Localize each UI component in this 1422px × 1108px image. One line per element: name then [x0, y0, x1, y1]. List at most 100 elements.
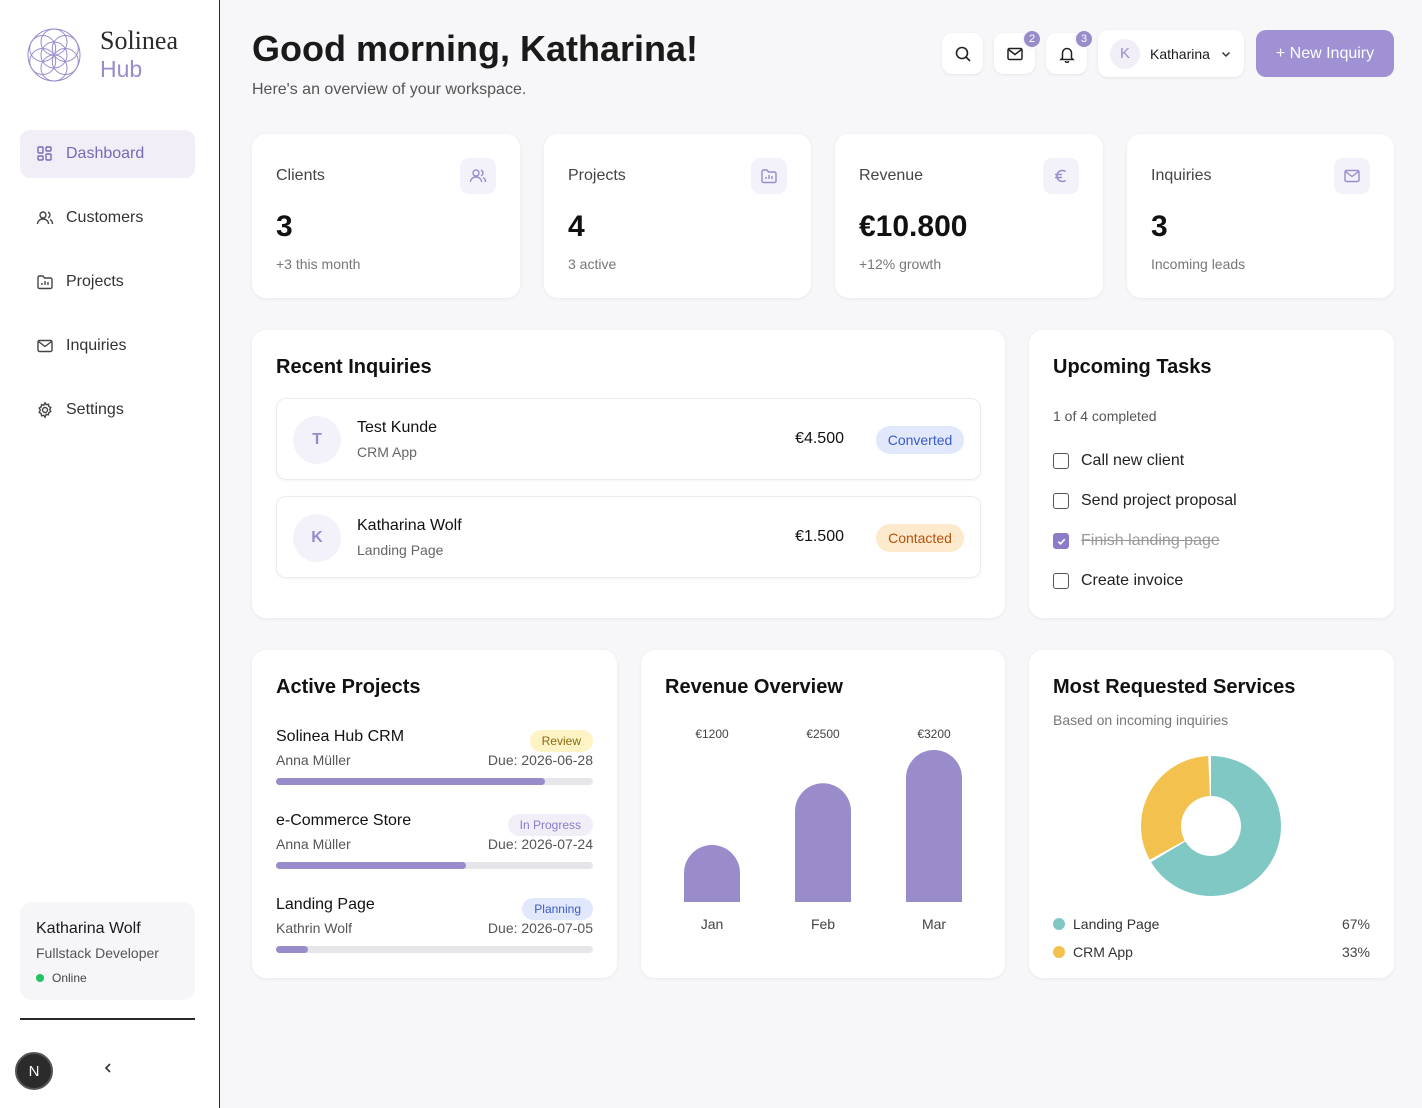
- gear-icon: [38, 401, 52, 419]
- status-badge: Review: [529, 730, 593, 752]
- legend-swatch: [1053, 946, 1065, 958]
- legend-percent: 33%: [1341, 944, 1370, 960]
- project-owner: Anna Müller: [276, 752, 351, 768]
- progress-fill: [276, 778, 546, 785]
- legend-label: Landing Page: [1073, 916, 1160, 932]
- sidebar-item-customers[interactable]: Customers: [20, 194, 195, 242]
- progress-bar: [276, 862, 593, 869]
- mail-icon: [1006, 47, 1023, 60]
- progress-bar: [276, 946, 593, 953]
- sidebar-item-projects[interactable]: Projects: [20, 258, 195, 306]
- check-icon: [1057, 538, 1065, 545]
- status-indicator: Online: [36, 971, 179, 985]
- mail-icon: [37, 339, 53, 353]
- progress-fill: [276, 946, 308, 953]
- sidebar-item-settings[interactable]: Settings: [20, 386, 195, 434]
- framework-badge[interactable]: N: [15, 1052, 53, 1090]
- project-due-date: Due: 2026-06-28: [487, 752, 593, 768]
- stat-card-revenue[interactable]: Revenue €10.800 +12% growth: [835, 134, 1103, 298]
- sidebar: Solinea Hub Dashboard Customers Projects…: [0, 0, 220, 1108]
- revenue-overview-card: Revenue Overview €1200 Jan €2500 Feb €3200 Ma…: [641, 650, 1005, 978]
- inquiry-service: Landing Page: [357, 542, 444, 558]
- folder-icon: [761, 169, 777, 184]
- stat-label: Clients: [276, 167, 325, 184]
- task-checkbox[interactable]: [1053, 533, 1069, 549]
- avatar: T: [293, 416, 341, 464]
- sidebar-item-label: Projects: [66, 273, 124, 290]
- inquiry-row[interactable]: T Test Kunde CRM App €4.500 Converted: [276, 398, 981, 480]
- donut-slice[interactable]: [1151, 756, 1281, 896]
- search-button[interactable]: [942, 33, 983, 74]
- task-label: Create invoice: [1081, 572, 1184, 589]
- card-title: Active Projects: [276, 676, 421, 698]
- inquiry-amount: €4.500: [795, 430, 844, 447]
- stat-card-clients[interactable]: Clients 3 +3 this month: [252, 134, 520, 298]
- dashboard-icon: [37, 146, 52, 161]
- donut-slice[interactable]: [1141, 756, 1210, 860]
- inquiry-client-name: Katharina Wolf: [357, 517, 462, 534]
- inquiry-service: CRM App: [357, 444, 417, 460]
- revenue-bar[interactable]: [906, 750, 962, 902]
- sidebar-item-label: Dashboard: [66, 145, 145, 162]
- sidebar-item-inquiries[interactable]: Inquiries: [20, 322, 195, 370]
- task-label: Finish landing page: [1081, 532, 1220, 549]
- stat-icon-badge: [751, 158, 787, 194]
- project-due-date: Due: 2026-07-05: [487, 920, 593, 936]
- brand-logo[interactable]: Solinea Hub: [26, 20, 178, 90]
- task-item[interactable]: Call new client: [1053, 452, 1184, 470]
- stat-subtext: +12% growth: [859, 256, 942, 272]
- legend-label: CRM App: [1073, 944, 1133, 960]
- stat-card-projects[interactable]: Projects 4 3 active: [544, 134, 811, 298]
- inquiry-row[interactable]: K Katharina Wolf Landing Page €1.500 Con…: [276, 496, 981, 578]
- sidebar-item-dashboard[interactable]: Dashboard: [20, 130, 195, 178]
- card-title: Most Requested Services: [1053, 676, 1296, 698]
- revenue-bar[interactable]: [684, 845, 740, 902]
- notification-count-badge: 3: [1074, 29, 1094, 49]
- stat-subtext: +3 this month: [276, 256, 361, 272]
- inquiry-amount: €1.500: [795, 528, 844, 545]
- search-icon: [955, 46, 971, 62]
- task-checkbox[interactable]: [1053, 573, 1069, 589]
- user-menu-button[interactable]: K Katharina: [1098, 30, 1244, 77]
- task-checkbox[interactable]: [1053, 493, 1069, 509]
- progress-fill: [276, 862, 467, 869]
- chevron-left-icon: [104, 1063, 111, 1073]
- bar-value-label: €1200: [695, 727, 729, 741]
- x-axis-tick-label: Feb: [811, 916, 835, 932]
- sidebar-divider: [20, 1018, 195, 1020]
- flower-of-life-logo-icon: [27, 28, 81, 82]
- legend-item: CRM App 33%: [1053, 944, 1370, 960]
- profile-role: Fullstack Developer: [36, 945, 159, 961]
- project-owner: Anna Müller: [276, 836, 351, 852]
- users-icon: [469, 169, 487, 183]
- task-item[interactable]: Send project proposal: [1053, 492, 1237, 510]
- sidebar-item-label: Settings: [66, 401, 124, 418]
- brand-name: Solinea: [100, 26, 178, 55]
- revenue-bar[interactable]: [795, 783, 851, 902]
- card-title: Recent Inquiries: [276, 356, 432, 378]
- mail-icon: [1344, 169, 1360, 183]
- task-item[interactable]: Create invoice: [1053, 572, 1183, 590]
- euro-icon: [1055, 169, 1066, 183]
- task-checkbox[interactable]: [1053, 453, 1069, 469]
- x-axis-tick-label: Mar: [922, 916, 946, 932]
- new-inquiry-button[interactable]: + New Inquiry: [1256, 30, 1394, 77]
- sidebar-item-label: Inquiries: [66, 337, 127, 354]
- collapse-sidebar-button[interactable]: [98, 1058, 118, 1078]
- messages-button[interactable]: 2: [994, 29, 1042, 74]
- profile-card[interactable]: Katharina Wolf Fullstack Developer Onlin…: [20, 902, 195, 1000]
- stat-card-inquiries[interactable]: Inquiries 3 Incoming leads: [1127, 134, 1394, 298]
- stat-value: 4: [568, 210, 585, 243]
- stat-subtext: Incoming leads: [1151, 256, 1246, 272]
- chevron-down-icon: [1221, 51, 1230, 57]
- bar-value-label: €3200: [917, 727, 951, 741]
- inquiry-client-name: Test Kunde: [357, 419, 438, 436]
- page-subtitle: Here's an overview of your workspace.: [252, 81, 527, 98]
- brand-subname: Hub: [100, 56, 143, 82]
- stat-label: Projects: [568, 167, 626, 184]
- task-item[interactable]: Finish landing page: [1053, 532, 1220, 550]
- notifications-button[interactable]: 3: [1046, 29, 1094, 74]
- card-title: Upcoming Tasks: [1053, 356, 1212, 378]
- project-owner: Kathrin Wolf: [276, 920, 352, 936]
- status-badge: Planning: [522, 898, 593, 920]
